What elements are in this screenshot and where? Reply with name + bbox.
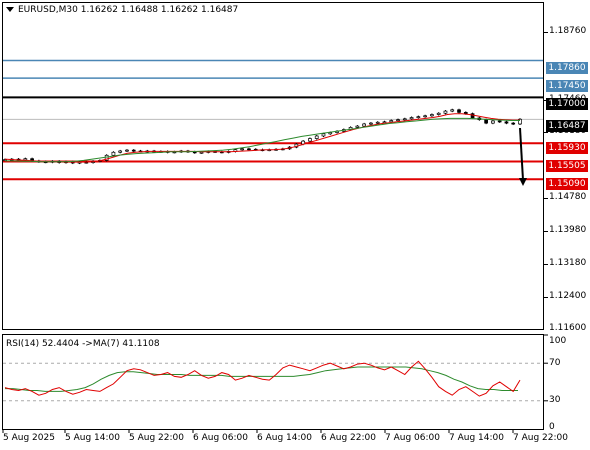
candle-body	[463, 112, 468, 115]
price-tick: 1.11600	[549, 323, 587, 333]
price-tick: 1.13980	[549, 225, 587, 235]
candle-body	[402, 118, 407, 121]
candle-body	[457, 109, 461, 113]
rsi-ma-label: ->MA(7) 41.1108	[82, 339, 160, 349]
candle-body	[470, 113, 475, 119]
candle-body	[436, 112, 441, 115]
level-tag-support-3[interactable]: 1.15090	[546, 178, 588, 190]
rsi-ma-line	[5, 366, 518, 392]
candle-body	[389, 120, 394, 123]
candle-body	[321, 133, 326, 137]
symbol-label: EURUSD,M30	[18, 5, 78, 15]
candle-body	[484, 119, 488, 124]
time-tick: 6 Aug 06:00	[193, 433, 248, 443]
open-value: 1.16262	[80, 5, 118, 15]
low-value: 1.16262	[160, 5, 199, 15]
symbol-header: EURUSD,M30 1.16262 1.16488 1.16262 1.164…	[6, 5, 238, 16]
candle-body	[450, 109, 455, 112]
candle-body	[396, 119, 400, 122]
candle-body	[375, 121, 380, 124]
time-tick: 5 Aug 22:00	[129, 433, 184, 443]
level-tag-black[interactable]: 1.17000	[546, 98, 588, 110]
level-tag-resistance-2[interactable]: 1.17450	[546, 80, 588, 92]
time-tick: 7 Aug 22:00	[513, 433, 568, 443]
candle-body	[416, 116, 421, 119]
time-tick: 5 Aug 14:00	[65, 433, 120, 443]
current-price-tag: 1.16487	[546, 120, 588, 132]
rsi-tick: 70	[549, 358, 561, 368]
candle-body	[518, 118, 522, 125]
dropdown-triangle-icon[interactable]	[6, 7, 14, 12]
price-tick: 1.13180	[549, 258, 587, 268]
time-tick: 7 Aug 06:00	[385, 433, 440, 443]
level-tag-resistance-1[interactable]: 1.17860	[546, 62, 588, 74]
candle-body	[308, 138, 312, 142]
candle-body	[369, 122, 373, 125]
rsi-header: RSI(14) 52.4404 ->MA(7) 41.1108	[6, 339, 160, 350]
candle-body	[504, 121, 509, 124]
time-tick: 7 Aug 14:00	[449, 433, 504, 443]
candle-body	[125, 149, 129, 152]
candle-body	[104, 154, 109, 161]
candle-body	[443, 110, 448, 114]
time-tick: 6 Aug 22:00	[321, 433, 376, 443]
rsi-line	[4, 360, 521, 397]
candle-body	[199, 151, 204, 154]
rsi-indicator-panel[interactable]	[2, 334, 544, 430]
candle-body	[314, 135, 319, 139]
candle-body	[430, 114, 434, 117]
rsi-label: RSI(14) 52.4404	[6, 339, 80, 349]
candle-body	[240, 148, 245, 151]
ma-slow-line	[5, 117, 520, 163]
high-value: 1.16488	[120, 5, 159, 15]
rsi-tick: 30	[549, 395, 561, 405]
ma-fast-line	[4, 113, 520, 163]
candle-body	[423, 115, 427, 118]
forecast-arrow-shaft	[519, 127, 524, 181]
close-value: 1.16487	[201, 5, 239, 15]
rsi-tick: 0	[549, 422, 555, 432]
price-tick: 1.14780	[549, 192, 587, 202]
candle-body	[355, 125, 360, 128]
candle-body	[247, 148, 251, 151]
price-tick: 1.12400	[549, 291, 587, 301]
level-tag-support-1[interactable]: 1.15930	[546, 142, 588, 154]
time-tick: 5 Aug 2025	[3, 433, 55, 443]
price-tick: 1.18760	[549, 26, 587, 36]
price-chart-panel[interactable]	[2, 2, 544, 330]
time-tick: 6 Aug 14:00	[257, 433, 312, 443]
candle-body	[491, 120, 495, 124]
level-tag-support-2[interactable]: 1.15505	[546, 160, 588, 172]
candle-body	[118, 150, 123, 153]
candle-body	[362, 123, 366, 127]
candle-body	[131, 149, 136, 152]
candle-body	[511, 122, 516, 125]
candle-body	[409, 117, 414, 120]
candle-body	[497, 120, 502, 123]
forecast-arrow-head-icon	[519, 178, 527, 186]
rsi-tick: 100	[549, 336, 567, 346]
candle-body	[111, 151, 116, 156]
